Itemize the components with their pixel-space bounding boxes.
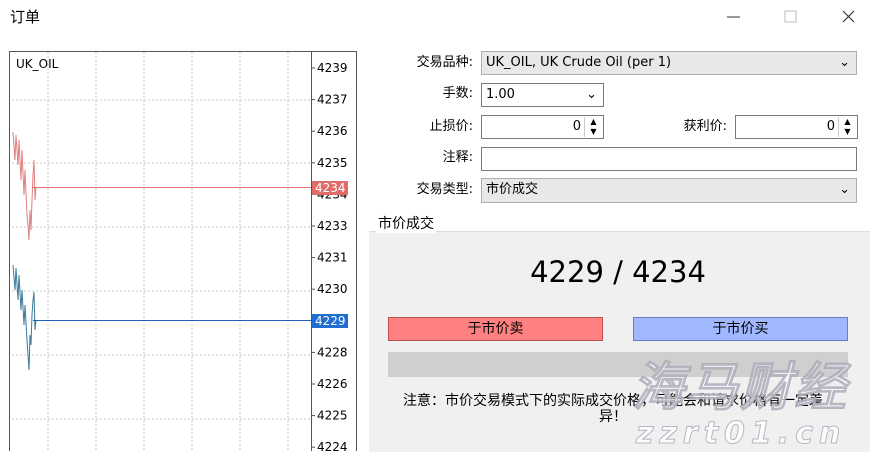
chart-frame [9, 51, 357, 451]
price-label: 4230 [317, 282, 348, 296]
take-profit-value: 0 [826, 119, 835, 134]
price-label: 4236 [317, 124, 348, 138]
price-label: 4224 [317, 440, 348, 451]
take-profit-label: 获利价: [683, 119, 727, 134]
type-label: 交易类型: [416, 182, 473, 197]
price-label: 4228 [317, 345, 348, 359]
volume-value: 1.00 [486, 87, 515, 102]
group-title: 市价成交 [376, 213, 436, 233]
chart-symbol: UK_OIL [16, 57, 59, 71]
ask-ticks [12, 131, 37, 241]
price-label: 4235 [317, 156, 348, 170]
window-controls [727, 10, 855, 23]
bid-ticks [12, 264, 37, 371]
bid-box [312, 314, 348, 328]
price-label: 4226 [317, 377, 348, 391]
watermark-brand: 海马财经 [631, 358, 849, 419]
symbol-select[interactable]: UK_OIL, UK Crude Oil (per 1) ⌄ [481, 51, 857, 75]
symbol-value: UK_OIL, UK Crude Oil (per 1) [486, 55, 672, 70]
ask-box [312, 181, 348, 195]
volume-label: 手数: [442, 86, 473, 101]
watermark-url: zzrt01.cn [635, 416, 847, 452]
ask-label: 4234 [315, 181, 346, 195]
volume-combo[interactable]: 1.00 ⌄ [481, 83, 604, 107]
price-label: 4237 [317, 93, 348, 107]
market-group [369, 231, 870, 452]
notice: 注意：市价交易模式下的实际成交价格，可能会和请求价格有一定差异！ [403, 393, 823, 425]
buy-button[interactable]: 于市价买 [633, 317, 848, 341]
close[interactable] [842, 10, 855, 23]
sell-button[interactable]: 于市价卖 [388, 317, 603, 341]
maximize[interactable] [784, 10, 797, 23]
price-label: 4225 [317, 409, 348, 423]
stop-loss-label: 止损价: [429, 119, 473, 134]
comment-input[interactable] [481, 147, 857, 171]
tick-chart: UK_OIL 4239 4237 4236 4235 4234 4233 4231 4230 4… [9, 51, 357, 451]
price-label: 4239 [317, 61, 348, 75]
comment-label: 注释: [442, 150, 473, 165]
stop-loss-value: 0 [572, 119, 581, 134]
symbol-label: 交易品种: [416, 55, 473, 70]
type-select[interactable]: 市价成交 ⌄ [481, 178, 857, 203]
quote: 4229 / 4234 [530, 255, 706, 289]
price-label: 4231 [317, 251, 348, 265]
window-title: 订单 [10, 8, 41, 26]
type-value: 市价成交 [486, 182, 539, 197]
progress-bar [388, 352, 848, 377]
stop-loss-input[interactable]: 0 ▲ ▼ [481, 115, 604, 139]
bid-label: 4229 [315, 314, 346, 328]
price-label: 4233 [317, 219, 348, 233]
chart-grid [12, 52, 311, 451]
take-profit-input[interactable]: 0 ▲ ▼ [735, 115, 858, 139]
